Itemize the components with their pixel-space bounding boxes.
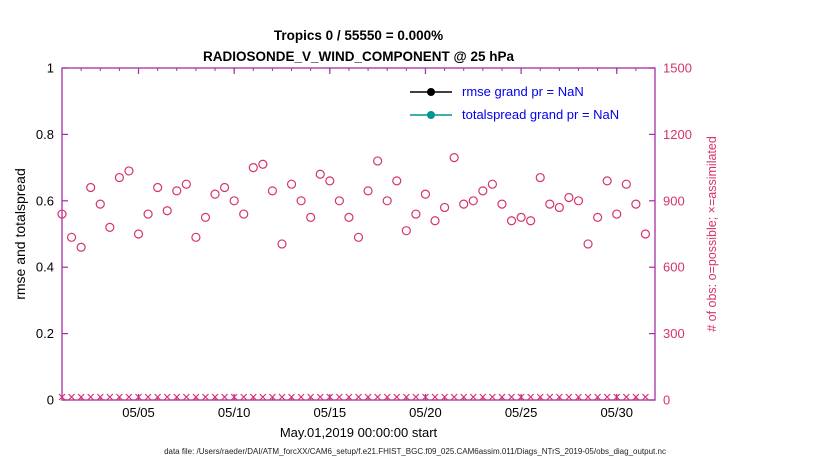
legend-label: totalspread grand pr = NaN	[462, 107, 620, 122]
legend-marker-icon	[410, 87, 452, 96]
possible-obs-marker	[640, 229, 651, 239]
possible-obs-marker	[401, 226, 411, 236]
possible-obs-marker	[420, 189, 431, 199]
possible-obs-marker	[621, 179, 631, 189]
right-y-tick-label: 600	[663, 260, 685, 275]
left-y-tick-label: 1	[47, 61, 54, 76]
left-y-tick-label: 0	[47, 393, 54, 408]
possible-obs-marker	[57, 209, 67, 219]
possible-obs-marker	[564, 192, 574, 203]
possible-obs-marker	[411, 209, 421, 219]
data-file-caption: data file: /Users/raeder/DAI/ATM_forcXX/…	[164, 447, 666, 456]
legend-label: rmse grand pr = NaN	[462, 84, 584, 99]
possible-obs-marker	[200, 212, 211, 222]
possible-obs-marker	[286, 179, 297, 189]
possible-obs-marker	[114, 172, 124, 183]
possible-obs-marker	[315, 169, 325, 179]
possible-obs-marker	[583, 239, 593, 249]
possible-obs-marker	[334, 196, 344, 206]
possible-obs-marker	[573, 196, 584, 206]
possible-obs-marker	[124, 166, 134, 176]
left-y-tick-label: 0.8	[36, 127, 54, 142]
possible-obs-marker	[181, 179, 191, 189]
possible-obs-marker	[191, 232, 201, 242]
possible-obs-marker	[76, 242, 86, 252]
possible-obs-marker	[219, 182, 230, 193]
possible-obs-marker	[267, 186, 278, 196]
possible-obs-marker	[392, 176, 402, 186]
possible-obs-marker	[516, 212, 526, 222]
possible-obs-marker	[459, 199, 469, 209]
possible-obs-marker	[468, 196, 478, 206]
possible-obs-marker	[545, 199, 555, 209]
right-y-tick-label: 300	[663, 326, 685, 341]
possible-obs-marker	[430, 216, 440, 226]
possible-obs-marker	[478, 186, 488, 196]
possible-obs-marker	[66, 232, 77, 242]
axes-frame	[61, 67, 656, 401]
possible-obs-marker	[506, 216, 517, 226]
possible-obs-marker	[602, 176, 612, 186]
x-axis-label: May.01,2019 00:00:00 start	[279, 425, 438, 440]
right-y-tick-label: 0	[663, 393, 670, 408]
possible-obs-marker	[210, 189, 220, 199]
possible-obs-marker	[344, 212, 354, 222]
possible-obs-marker	[382, 196, 392, 206]
x-tick-label: 05/05	[122, 405, 155, 420]
possible-obs-marker	[631, 199, 641, 209]
possible-obs-marker	[172, 186, 182, 196]
possible-obs-marker	[363, 186, 373, 196]
possible-obs-marker	[133, 229, 144, 239]
possible-obs-marker	[353, 232, 364, 242]
possible-obs-marker	[497, 199, 507, 209]
left-y-tick-label: 0.4	[36, 260, 54, 275]
possible-obs-marker	[239, 209, 249, 219]
possible-obs-marker	[105, 222, 115, 232]
possible-obs-marker	[487, 179, 498, 189]
x-tick-label: 05/10	[218, 405, 251, 420]
legend-entry: rmse grand pr = NaN	[408, 80, 619, 103]
possible-obs-marker	[229, 196, 239, 206]
possible-obs-marker	[526, 216, 536, 226]
x-tick-label: 05/20	[409, 405, 442, 420]
legend-entry: totalspread grand pr = NaN	[408, 103, 619, 126]
left-y-tick-label: 0.2	[36, 326, 54, 341]
possible-obs-marker	[277, 239, 287, 249]
legend: rmse grand pr = NaN totalspread grand pr …	[408, 80, 619, 126]
possible-obs-marker	[449, 153, 459, 163]
x-tick-label: 05/15	[314, 405, 347, 420]
possible-obs-marker	[325, 176, 335, 186]
possible-obs-marker	[373, 156, 383, 166]
possible-obs-marker	[95, 199, 105, 209]
possible-obs-marker	[143, 209, 153, 219]
possible-obs-marker	[612, 209, 622, 219]
possible-obs-marker	[296, 196, 306, 206]
possible-obs-marker	[162, 206, 172, 216]
possible-obs-marker	[153, 182, 163, 193]
possible-obs-marker	[86, 182, 96, 193]
possible-obs-marker	[258, 159, 268, 169]
x-tick-label: 05/25	[505, 405, 538, 420]
right-y-tick-label: 900	[663, 193, 685, 208]
possible-obs-marker	[439, 202, 450, 213]
left-y-tick-label: 0.6	[36, 193, 54, 208]
right-y-tick-label: 1200	[663, 127, 692, 142]
possible-obs-marker	[248, 163, 258, 173]
possible-obs-marker	[593, 212, 603, 222]
x-tick-label: 05/30	[600, 405, 633, 420]
plot-title-line2: RADIOSONDE_V_WIND_COMPONENT @ 25 hPa	[203, 49, 514, 64]
possible-obs-marker	[306, 212, 316, 222]
plot-title-line1: Tropics 0 / 55550 = 0.000%	[273, 28, 444, 43]
possible-obs-marker	[554, 202, 564, 213]
possible-obs-marker	[535, 172, 545, 183]
legend-marker-icon	[410, 110, 452, 119]
right-y-tick-label: 1500	[663, 61, 692, 76]
